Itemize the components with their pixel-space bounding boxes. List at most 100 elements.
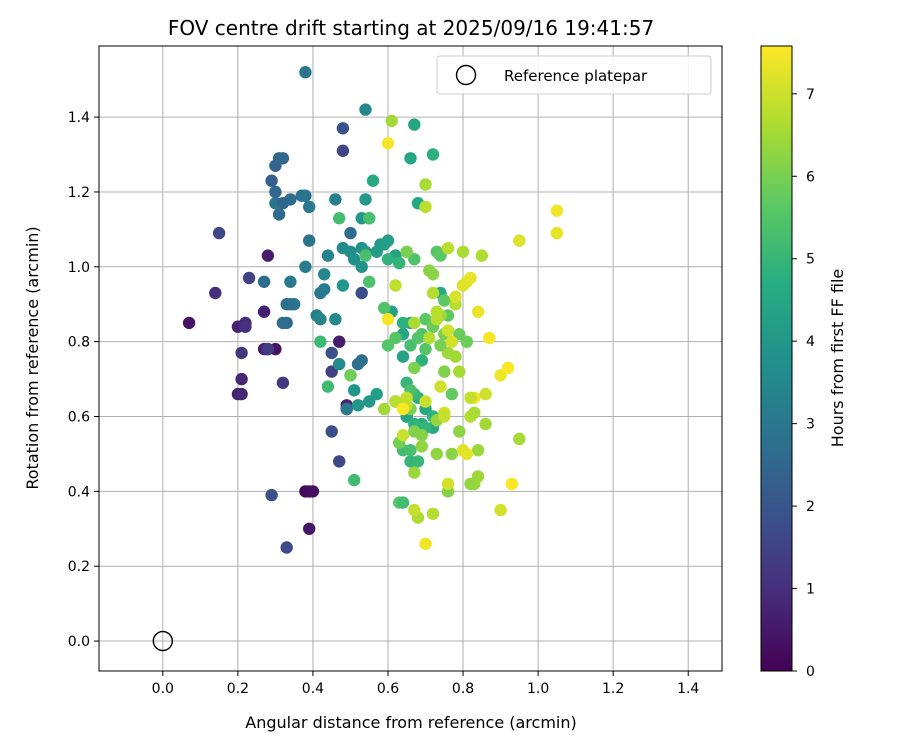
y-tick-label: 0.6 [68,410,90,426]
x-axis-label: Angular distance from reference (arcmin) [245,713,576,732]
colorbar-tick-label: 3 [806,417,815,433]
data-point [235,372,248,386]
data-point [419,178,432,191]
data-point [318,268,331,281]
data-point [381,137,395,150]
data-point [400,245,413,258]
data-point [513,234,526,247]
colorbar-tick-label: 0 [806,664,815,680]
data-point [441,324,455,337]
y-tick-label: 1.4 [68,110,90,126]
x-tick-label: 1.4 [677,681,699,697]
data-point [348,253,361,266]
data-point [381,253,395,266]
colorbar-tick-label: 5 [806,252,815,268]
y-axis-ticks: 0.0 0.2 0.4 0.6 0.8 1.0 1.2 1.4 [68,110,99,650]
data-point [453,425,466,438]
data-point [359,103,372,116]
data-point [408,316,421,330]
data-point [344,369,357,382]
data-point [333,335,346,348]
data-point [434,339,447,352]
data-point [257,305,271,318]
grid [99,46,722,671]
data-point [351,399,365,412]
colorbar-ticks: 0 1 2 3 4 5 6 7 [792,87,815,680]
data-point [239,320,252,333]
data-point [494,503,507,517]
data-point [464,271,477,285]
data-point [396,350,410,363]
data-point [419,342,432,356]
x-tick-label: 1.2 [602,681,624,697]
data-point [438,410,451,423]
data-point [404,444,417,457]
data-point [423,331,436,345]
plot-frame [98,45,723,672]
data-point [276,197,290,210]
colorbar-tick-label: 6 [806,169,815,185]
data-point [513,432,526,446]
reference-platepar-marker [152,630,174,652]
data-point [389,395,402,408]
data-point [265,488,278,502]
data-point [329,313,342,326]
data-point [393,256,406,270]
data-point [475,249,488,262]
data-point [363,212,376,225]
data-point [471,305,485,318]
data-point [441,477,455,491]
data-points [182,66,564,554]
data-point [479,387,492,401]
data-point [389,279,402,292]
data-point [471,470,485,483]
data-point [182,316,196,330]
data-point [464,391,477,404]
data-point [445,387,458,401]
data-point [303,234,316,247]
x-axis-ticks: 0.0 0.2 0.4 0.6 0.8 1.0 1.2 1.4 [152,671,699,697]
data-point [280,541,293,554]
data-point [336,144,350,157]
data-point [269,185,282,199]
data-point [370,387,383,401]
data-point [336,122,350,135]
colorbar-tick-label: 4 [806,334,815,350]
data-point [419,537,432,550]
data-point [445,335,458,348]
data-point [261,249,275,262]
data-point [333,455,346,468]
data-point [408,118,421,131]
data-point [438,294,451,307]
data-point [408,466,421,479]
data-point [359,249,372,262]
data-point [299,66,312,79]
data-point [276,152,290,165]
y-axis-label: Rotation from reference (arcmin) [23,226,42,489]
data-point [483,331,496,345]
colorbar-gradient [760,45,793,672]
data-point [344,226,357,240]
data-point [505,477,518,491]
data-point [314,335,327,348]
x-tick-label: 0.8 [452,681,474,697]
data-point [419,200,432,214]
data-point [348,473,361,487]
legend: Reference platepar [436,55,712,95]
data-point [321,380,335,393]
data-point [265,174,278,187]
data-point [434,249,447,262]
data-point [426,268,440,281]
data-point [479,417,492,431]
y-tick-label: 1.2 [68,185,90,201]
data-point [426,286,440,300]
data-point [355,260,368,273]
data-point [209,286,222,300]
data-point [501,361,515,375]
data-point [235,346,248,360]
data-point [366,174,380,187]
y-tick-label: 0.4 [68,484,90,500]
data-point [419,313,432,326]
data-point [284,298,297,311]
data-point [408,253,421,266]
